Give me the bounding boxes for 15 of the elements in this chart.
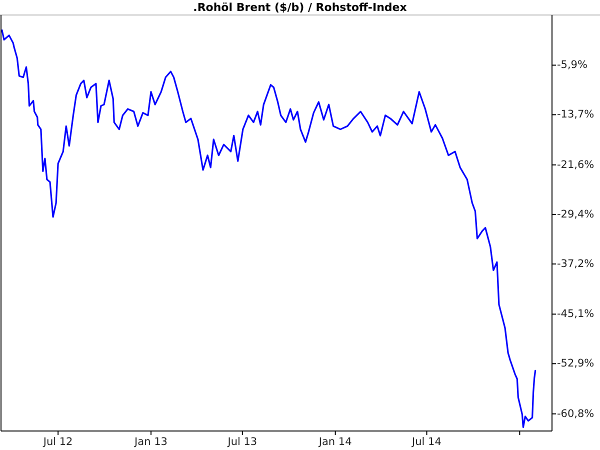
y-tick-label: -37,2% xyxy=(557,258,594,270)
y-tick-label: -60,8% xyxy=(557,408,594,420)
x-tick-label: Jul 14 xyxy=(411,436,442,448)
chart-title: .Rohöl Brent ($/b) / Rohstoff-Index xyxy=(193,1,407,14)
x-tick-label: Jul 12 xyxy=(42,436,73,448)
x-tick-label: Jan 14 xyxy=(318,436,352,448)
x-tick-label: Jan 13 xyxy=(134,436,168,448)
x-tick-label: Jul 13 xyxy=(226,436,258,448)
y-tick-label: -45,1% xyxy=(557,308,594,320)
y-tick-label: -52,9% xyxy=(557,358,594,370)
line-series xyxy=(1,29,536,428)
y-tick-label: -13,7% xyxy=(557,108,594,121)
y-tick-label: -21,6% xyxy=(557,158,594,171)
y-tick-label: -29,4% xyxy=(557,208,594,220)
y-tick-label: -5,9% xyxy=(557,59,588,72)
